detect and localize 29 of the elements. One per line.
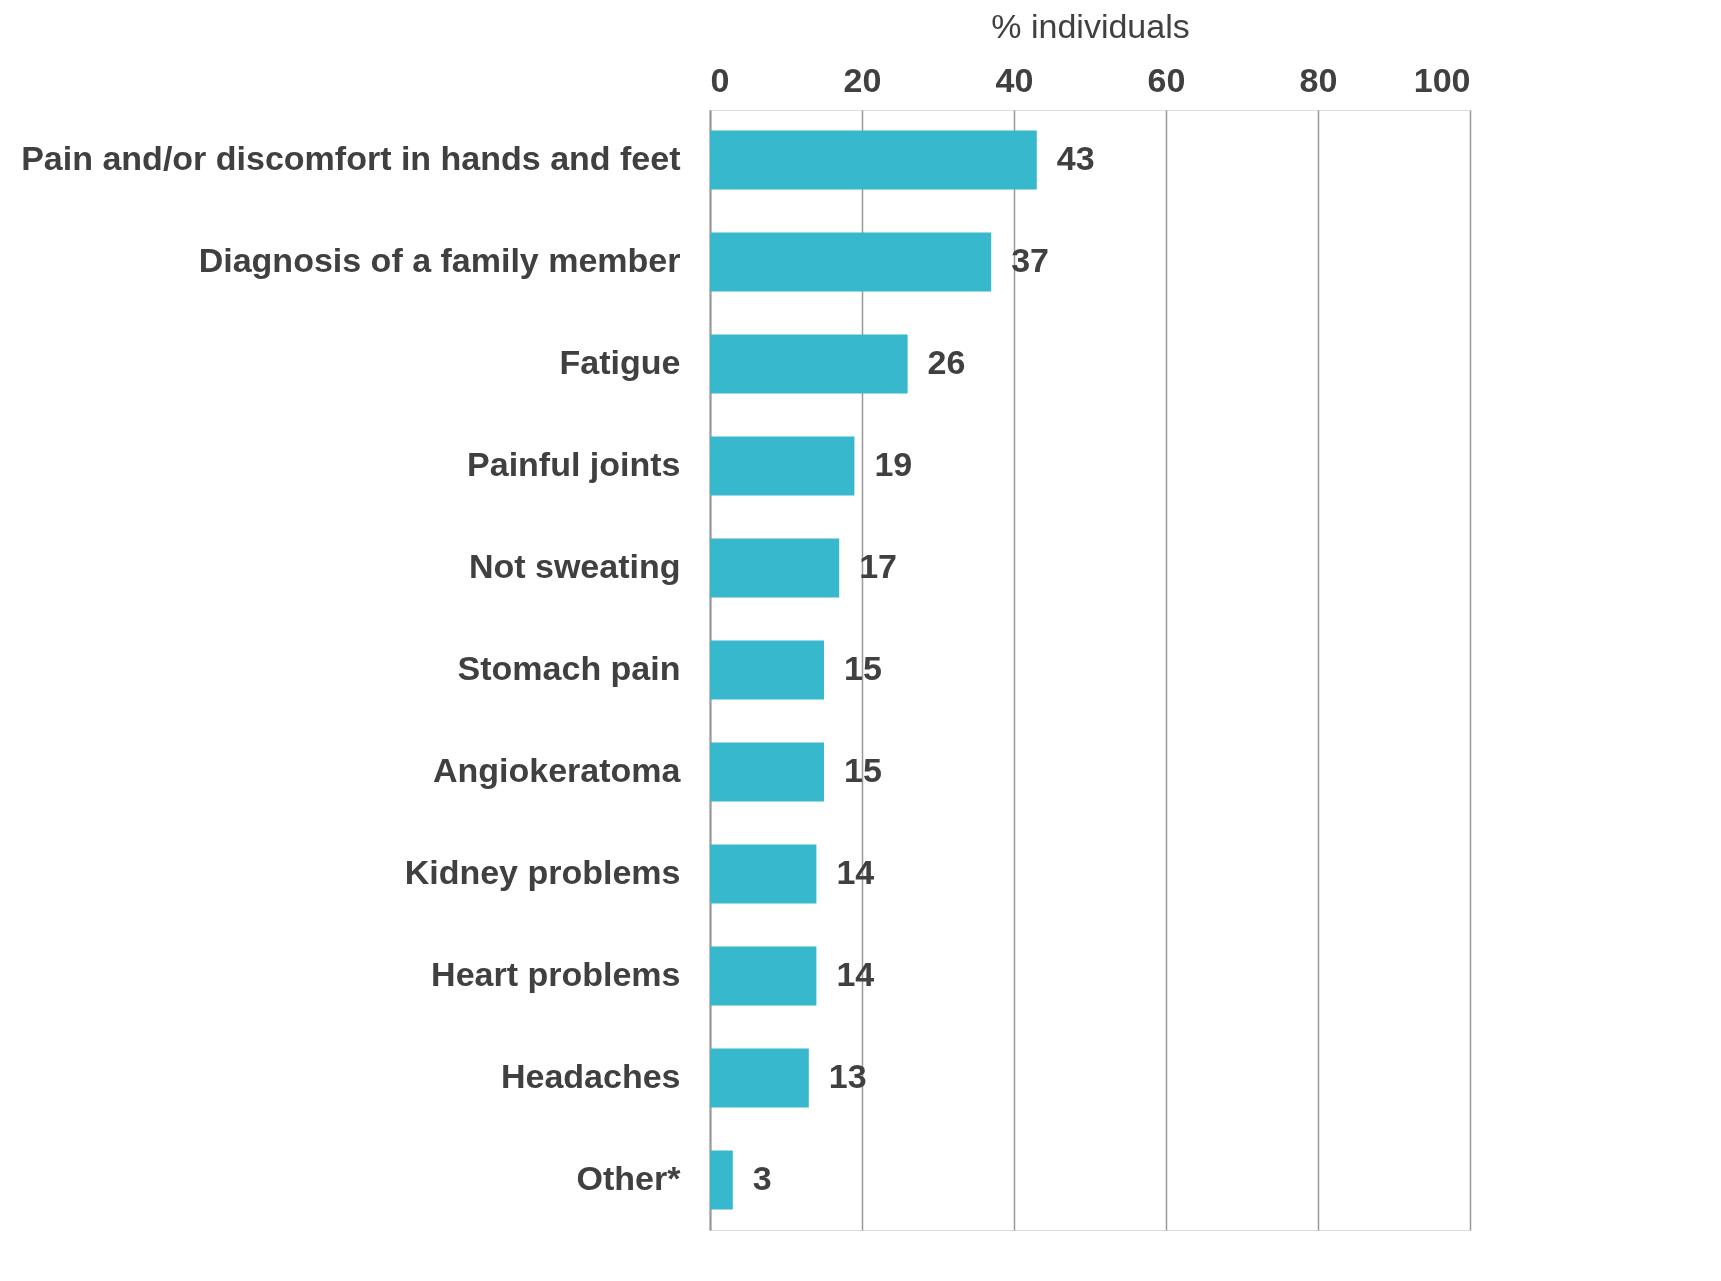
data-label: 13	[828, 1057, 867, 1096]
data-label: 37	[1011, 240, 1050, 279]
data-label: 26	[927, 342, 966, 381]
x-axis-title: % individuals	[991, 6, 1190, 45]
data-label: 19	[874, 444, 913, 483]
y-tick-label: Stomach pain	[457, 649, 681, 687]
data-label: 15	[844, 751, 882, 789]
y-tick-label: Painful joints	[467, 444, 681, 483]
data-label: 14	[836, 853, 875, 892]
data-label: 43	[1056, 138, 1095, 177]
data-label: 3	[752, 1159, 772, 1198]
x-tick-label: 80	[1299, 60, 1338, 99]
data-label: 17	[859, 547, 898, 585]
data-label: 15	[844, 649, 882, 687]
x-tick-label: 20	[843, 60, 882, 99]
x-tick-label: 0	[710, 60, 730, 99]
y-tick-label: Kidney problems	[404, 853, 681, 892]
x-tick-label: 40	[995, 60, 1034, 99]
x-tick-label: 60	[1147, 60, 1186, 99]
y-tick-label: Angiokeratoma	[433, 751, 682, 789]
y-tick-label: Fatigue	[559, 342, 681, 381]
y-tick-label: Headaches	[500, 1057, 681, 1096]
y-tick-label: Diagnosis of a family member	[198, 240, 681, 279]
data-label: 14	[836, 955, 875, 994]
y-tick-label: Pain and/or discomfort in hands and feet	[21, 138, 681, 177]
y-tick-label: Heart problems	[431, 955, 681, 994]
y-tick-label: Not sweating	[468, 547, 681, 585]
x-tick-label: 100	[1413, 60, 1471, 99]
y-tick-label: Other*	[576, 1159, 682, 1198]
